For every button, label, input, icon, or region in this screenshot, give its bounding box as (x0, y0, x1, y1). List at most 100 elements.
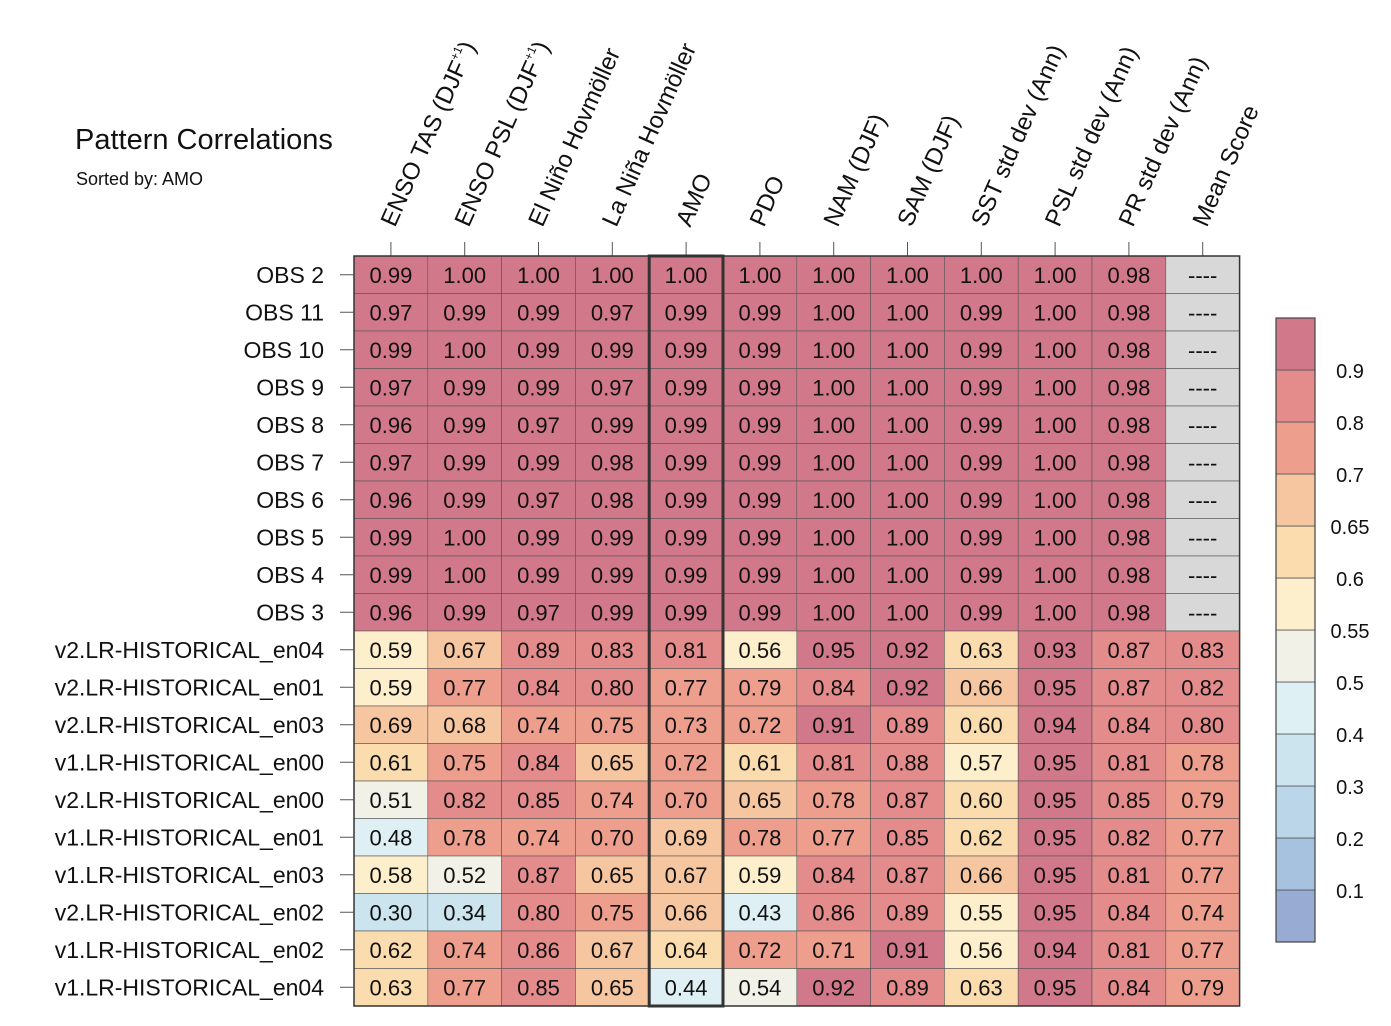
cell-value-label: ---- (1188, 375, 1217, 400)
heatmap-cell (353, 293, 429, 332)
heatmap-cell (501, 405, 576, 444)
heatmap-cell (870, 443, 945, 482)
colorbar-segment (1275, 369, 1316, 423)
cell-value-label: 0.99 (591, 338, 634, 363)
heatmap-cell (722, 705, 798, 744)
cell-value-label: 0.62 (369, 938, 412, 963)
cell-value-label: 0.87 (1107, 675, 1150, 700)
heatmap-cell (648, 255, 724, 294)
cell-value-label: 0.99 (665, 488, 708, 513)
heatmap-cell (870, 555, 945, 594)
heatmap-cell (1165, 968, 1240, 1007)
cell-value-label: 0.84 (1107, 975, 1150, 1000)
heatmap-cell (575, 293, 650, 332)
cell-value-label: 0.59 (369, 638, 412, 663)
cell-value-label: 0.75 (443, 750, 486, 775)
cell-value-label: 0.79 (1181, 788, 1224, 813)
heatmap-cell (1017, 893, 1093, 932)
cell-value-label: 0.97 (591, 375, 634, 400)
cell-value-label: 0.54 (738, 975, 781, 1000)
cell-value-label: 0.69 (369, 713, 412, 738)
cell-value-label: 0.99 (738, 300, 781, 325)
cell-value-label: 0.77 (443, 675, 486, 700)
colorbar-tick-label: 0.4 (1336, 725, 1364, 747)
cell-value-label: 1.00 (1034, 338, 1077, 363)
cell-value-label: 0.85 (517, 975, 560, 1000)
row-labels: OBS 2 OBS 11 OBS 10 OBS 9 OBS 8 OBS 7 OBS 6 OBS… (55, 262, 354, 1000)
cell-value-label: 0.99 (443, 450, 486, 475)
colorbar-segment (1275, 577, 1316, 631)
heatmap-cell (722, 780, 798, 819)
heatmap-cell (1091, 630, 1167, 669)
heatmap-cell (1017, 668, 1093, 707)
cell-value-label: 0.99 (738, 525, 781, 550)
cell-value-label: 0.99 (369, 525, 412, 550)
heatmap-cell (427, 330, 502, 369)
cell-value-label: 0.85 (886, 825, 929, 850)
cell-value-label: 0.67 (591, 938, 634, 963)
heatmap-cell (1091, 855, 1167, 894)
cell-value-label: 0.61 (369, 750, 412, 775)
cell-value-label: 0.74 (1181, 900, 1224, 925)
cell-value-label: 0.77 (443, 975, 486, 1000)
cell-value-label: 1.00 (1034, 375, 1077, 400)
heatmap-cell (870, 630, 945, 669)
cell-value-label: 0.70 (591, 825, 634, 850)
cell-value-label: 0.94 (1034, 938, 1077, 963)
cell-value-label: 0.34 (443, 900, 486, 925)
heatmap-cell (870, 668, 945, 707)
heatmap-cell (427, 968, 502, 1007)
cell-value-label: 0.99 (960, 600, 1003, 625)
cell-value-label: 0.99 (738, 375, 781, 400)
cell-value-label: 0.74 (443, 938, 486, 963)
cell-value-label: 0.95 (1034, 788, 1077, 813)
heatmap-cell (1017, 930, 1093, 969)
cell-value-label: ---- (1188, 338, 1217, 363)
cell-value-label: 0.69 (665, 825, 708, 850)
cell-value-label: 0.84 (517, 750, 560, 775)
heatmap-cell (501, 968, 576, 1007)
cell-value-label: 0.58 (369, 863, 412, 888)
heatmap-cell (427, 255, 502, 294)
cell-value-label: 1.00 (886, 488, 929, 513)
row-label: OBS 3 (256, 599, 324, 625)
cell-value-label: 0.95 (1034, 900, 1077, 925)
heatmap-cell (870, 405, 945, 444)
heatmap-cell (501, 818, 576, 857)
heatmap-cell (353, 255, 429, 294)
cell-value-label: 0.83 (1181, 638, 1224, 663)
heatmap-cell (1017, 405, 1093, 444)
cell-value-label: 0.84 (1107, 900, 1150, 925)
colorbar-tick-label: 0.5 (1336, 673, 1364, 695)
cell-value-label: 1.00 (812, 525, 855, 550)
cell-value-label: 0.99 (738, 338, 781, 363)
heatmap-cell (944, 555, 1019, 594)
cell-value-label: 0.99 (665, 450, 708, 475)
column-header-label: NAM (DJF) (819, 110, 892, 231)
heatmap-cell (944, 405, 1019, 444)
sort-column-highlight (647, 254, 725, 1008)
heatmap-cell (944, 968, 1019, 1007)
cell-value-label: 0.60 (960, 713, 1003, 738)
heatmap-cell (501, 518, 576, 557)
cell-value-label: 0.71 (812, 938, 855, 963)
cell-value-label: 1.00 (812, 488, 855, 513)
heatmap-cell (796, 518, 871, 557)
heatmap-cell (648, 480, 724, 519)
cell-value-label: 0.99 (960, 450, 1003, 475)
cell-value-label: 0.56 (960, 938, 1003, 963)
heatmap-cell (1091, 555, 1167, 594)
heatmap-cell (575, 330, 650, 369)
cell-value-label: 1.00 (886, 563, 929, 588)
cell-value-label: 0.82 (1181, 675, 1224, 700)
cell-value-label: ---- (1188, 488, 1217, 513)
cell-value-label: 0.99 (665, 300, 708, 325)
cell-value-label: 0.74 (591, 788, 634, 813)
cell-value-label: 0.99 (665, 525, 708, 550)
cell-value-label: 0.98 (1107, 488, 1150, 513)
heatmap-cell (427, 368, 502, 407)
heatmap-cell (1017, 443, 1093, 482)
cell-value-label: 0.67 (665, 863, 708, 888)
heatmap-cell (648, 668, 724, 707)
heatmap-cell (1165, 593, 1240, 632)
